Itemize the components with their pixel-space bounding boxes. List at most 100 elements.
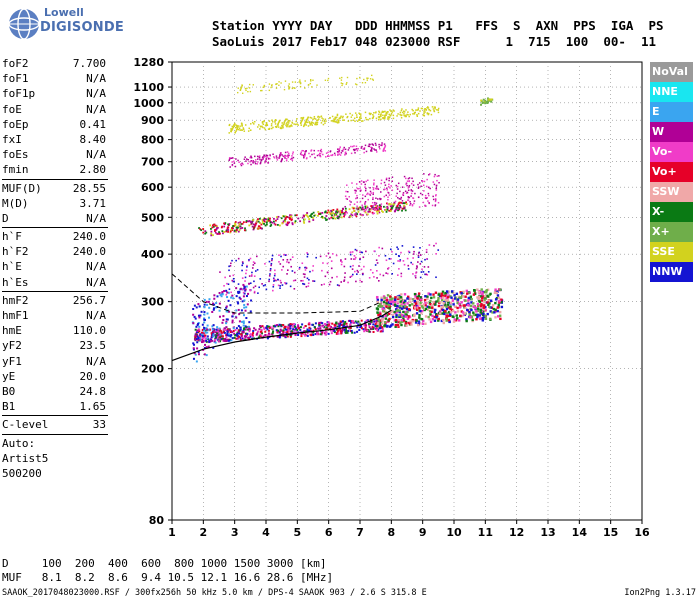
echo-point <box>325 152 328 154</box>
echo-point <box>280 127 283 129</box>
echo-point <box>252 223 255 226</box>
echo-point <box>283 88 286 91</box>
echo-point <box>361 280 363 283</box>
echo-point <box>327 325 330 328</box>
echo-point <box>378 143 380 146</box>
echo-point <box>289 285 292 288</box>
echo-point <box>482 101 485 104</box>
echo-point <box>320 122 323 124</box>
echo-point <box>389 248 392 251</box>
echo-point <box>289 325 292 328</box>
echo-point <box>306 332 309 335</box>
echo-point <box>345 330 348 333</box>
echo-point <box>468 313 471 316</box>
echo-point <box>308 121 310 123</box>
echo-point <box>389 114 392 117</box>
echo-point <box>395 208 398 210</box>
echo-point <box>423 173 425 175</box>
echo-point <box>277 215 280 218</box>
echo-point <box>396 192 398 195</box>
echo-point <box>368 326 371 329</box>
echo-point <box>443 303 447 306</box>
echo-point <box>272 289 274 292</box>
echo-point <box>242 322 245 325</box>
echo-point <box>394 308 398 311</box>
echo-point <box>267 218 270 221</box>
echo-point <box>275 126 278 129</box>
x-tick-label: 10 <box>446 526 462 539</box>
echo-point <box>291 153 294 155</box>
echo-point <box>210 336 213 339</box>
echo-point <box>363 208 365 210</box>
echo-point <box>359 257 361 260</box>
echo-point <box>266 156 268 158</box>
echo-point <box>364 202 366 204</box>
echo-point <box>268 325 271 328</box>
echo-point <box>291 159 294 161</box>
echo-point <box>483 100 486 103</box>
echo-point <box>359 187 361 190</box>
echo-point <box>270 224 273 226</box>
echo-point <box>248 259 250 261</box>
echo-point <box>212 308 215 311</box>
echo-point <box>310 122 313 125</box>
echo-point <box>407 268 410 270</box>
echo-point <box>440 296 443 300</box>
echo-point <box>282 125 284 128</box>
echo-point <box>280 159 283 161</box>
echo-point <box>231 259 233 262</box>
echo-point <box>319 213 322 215</box>
echo-point <box>293 288 296 290</box>
echo-point <box>269 217 271 220</box>
echo-point <box>382 300 386 304</box>
echo-point <box>373 320 376 323</box>
echo-point <box>308 278 310 281</box>
echo-point <box>238 320 241 323</box>
echo-point <box>285 334 288 337</box>
echo-point <box>386 208 389 211</box>
echo-point <box>304 334 307 337</box>
echo-point <box>331 253 334 255</box>
echo-point <box>246 332 249 335</box>
echo-point <box>391 180 393 183</box>
echo-point <box>258 155 261 157</box>
echo-point <box>398 315 401 319</box>
param-value: 23.5 <box>79 339 107 353</box>
echo-point <box>499 288 502 291</box>
echo-point <box>201 336 204 339</box>
echo-point <box>332 209 335 211</box>
echo-point <box>242 163 244 166</box>
echo-point <box>271 121 274 123</box>
echo-point <box>310 334 313 337</box>
echo-point <box>376 212 379 215</box>
echo-point <box>404 310 407 314</box>
echo-point <box>351 114 354 116</box>
echo-point <box>473 289 476 292</box>
echo-point <box>365 205 368 208</box>
echo-point <box>287 123 289 126</box>
echo-point <box>327 323 330 326</box>
echo-point <box>305 330 308 333</box>
echo-point <box>415 267 418 270</box>
echo-point <box>428 112 430 115</box>
echo-point <box>201 335 204 338</box>
echo-point <box>372 115 375 118</box>
echo-point <box>236 126 238 128</box>
echo-point <box>232 227 234 230</box>
echo-point <box>289 323 292 326</box>
echo-point <box>195 325 198 328</box>
echo-point <box>383 181 386 184</box>
echo-point <box>192 313 195 316</box>
echo-point <box>417 256 420 258</box>
echo-point <box>214 337 217 340</box>
echo-point <box>398 314 401 317</box>
echo-point <box>417 261 419 263</box>
echo-point <box>270 262 273 265</box>
muf-distance-table: D 100 200 400 600 800 1000 1500 3000 [km… <box>2 557 333 585</box>
echo-point <box>210 234 213 237</box>
echo-point <box>386 189 388 191</box>
echo-point <box>360 327 363 330</box>
echo-point <box>456 310 460 313</box>
echo-point <box>259 278 262 280</box>
echo-point <box>433 319 437 322</box>
